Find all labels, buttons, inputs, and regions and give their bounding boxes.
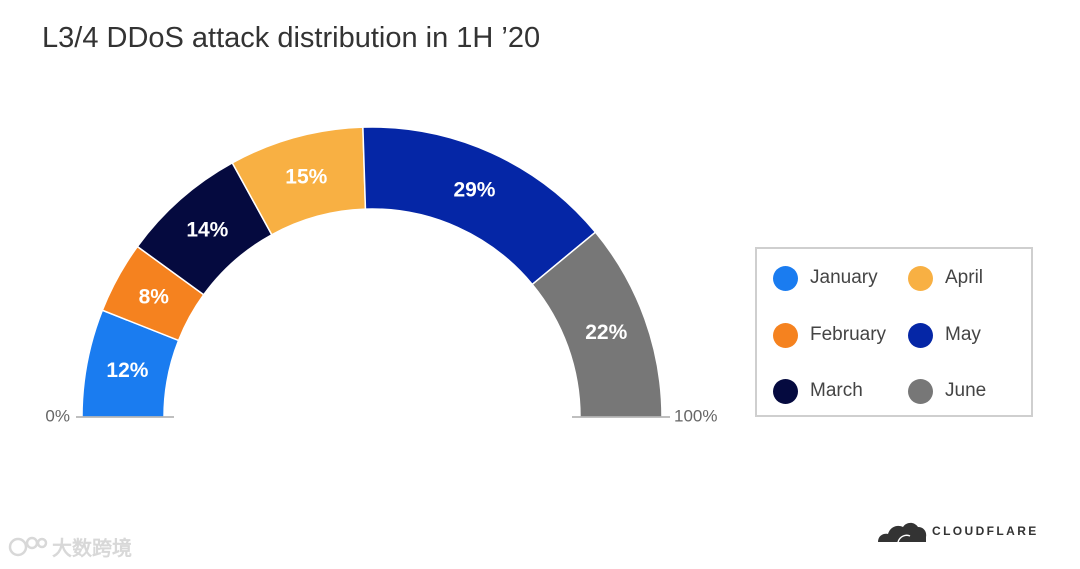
legend-label-june: June bbox=[945, 380, 987, 401]
scale-end-label: 100% bbox=[674, 406, 717, 425]
chart-legend: January February March April May June bbox=[755, 247, 1033, 417]
legend-label-may: May bbox=[945, 324, 981, 345]
legend-item-april: April bbox=[908, 263, 983, 293]
data-label-april: 15% bbox=[285, 165, 327, 188]
cloudflare-logo: CLOUDFLARE bbox=[876, 518, 1039, 544]
legend-label-april: April bbox=[945, 267, 984, 288]
scale-start-label: 0% bbox=[45, 406, 70, 425]
legend-swatch-january bbox=[773, 265, 798, 291]
legend-swatch-may bbox=[908, 322, 933, 348]
data-label-march: 14% bbox=[186, 219, 228, 242]
chart-title: L3/4 DDoS attack distribution in 1H ’20 bbox=[42, 22, 541, 54]
legend-swatch-april bbox=[908, 265, 933, 291]
chart-slices bbox=[81, 126, 663, 418]
legend-label-january: January bbox=[810, 267, 878, 288]
data-label-june: 22% bbox=[585, 321, 627, 344]
watermark: 大数跨境 bbox=[8, 532, 132, 561]
legend-item-january: January bbox=[773, 263, 878, 293]
legend-item-june: June bbox=[908, 376, 986, 406]
logo-text: CLOUDFLARE bbox=[932, 524, 1039, 538]
data-label-may: 29% bbox=[453, 179, 495, 202]
legend-swatch-february bbox=[773, 322, 798, 348]
legend-swatch-june bbox=[908, 378, 933, 404]
legend-item-february: February bbox=[773, 320, 886, 350]
legend-label-february: February bbox=[810, 324, 887, 345]
watermark-logo-icon bbox=[8, 536, 48, 556]
watermark-text: 大数跨境 bbox=[52, 538, 132, 560]
legend-item-may: May bbox=[908, 320, 981, 350]
legend-item-march: March bbox=[773, 376, 863, 406]
legend-swatch-march bbox=[773, 378, 798, 404]
legend-label-march: March bbox=[810, 380, 863, 401]
cloud-icon bbox=[878, 522, 927, 543]
chart-data-labels: 12% 8% 14% 15% 29% 22% bbox=[106, 165, 627, 382]
data-label-january: 12% bbox=[106, 359, 148, 382]
data-label-february: 8% bbox=[139, 286, 170, 309]
